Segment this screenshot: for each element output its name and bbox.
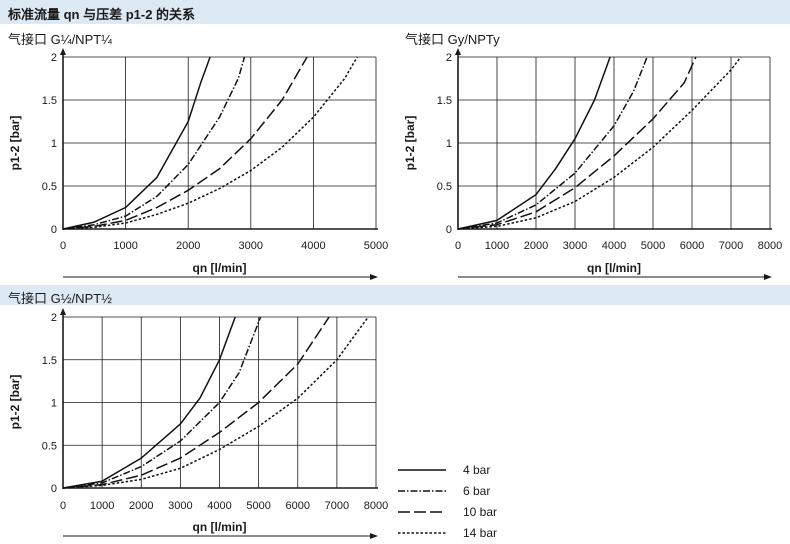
y-tick-label: 0 xyxy=(51,224,57,236)
series-line-10-bar xyxy=(457,56,697,230)
series-line-14-bar xyxy=(62,56,358,230)
series-line-4-bar xyxy=(62,316,236,489)
series-line-14-bar xyxy=(62,316,369,489)
y-axis-arrow xyxy=(60,48,66,55)
y-axis-arrow xyxy=(60,308,66,315)
x-tick-label: 6000 xyxy=(680,240,704,252)
x-tick-label: 1000 xyxy=(485,240,509,252)
chart-3-subtitle: 气接口 G½/NPT½ xyxy=(8,291,113,306)
x-axis-label: qn [l/min] xyxy=(587,261,641,275)
x-tick-label: 5000 xyxy=(246,500,270,512)
chart-2-subtitle: 气接口 Gy/NPTy xyxy=(405,32,500,47)
x-tick-label: 4000 xyxy=(301,240,325,252)
series-line-10-bar xyxy=(62,316,330,489)
y-tick-label: 2 xyxy=(51,52,57,64)
y-tick-label: 0 xyxy=(51,483,57,495)
x-tick-label: 0 xyxy=(455,240,461,252)
y-tick-label: 1 xyxy=(51,138,57,150)
y-tick-label: 1 xyxy=(446,138,452,150)
y-tick-label: 0.5 xyxy=(42,181,57,193)
y-tick-label: 0.5 xyxy=(42,440,57,452)
chart-1: 0 1000 2000 3000 4000 5000 0 0.5 1 1.5 2 qn [l/min]… xyxy=(8,48,388,280)
x-tick-label: 0 xyxy=(60,240,66,252)
y-axis-arrow xyxy=(455,48,461,55)
y-tick-label: 2 xyxy=(446,52,452,64)
x-tick-label: 7000 xyxy=(719,240,743,252)
legend-label: 4 bar xyxy=(463,463,490,477)
x-tick-label: 4000 xyxy=(207,500,231,512)
chart-2: 0 1000 2000 3000 4000 5000 6000 7000 8000 0 0.5 1 1.… xyxy=(403,48,782,280)
x-tick-label: 5000 xyxy=(364,240,388,252)
y-tick-label: 0.5 xyxy=(437,181,452,193)
page-title: 标准流量 qn 与压差 p1-2 的关系 xyxy=(8,7,196,22)
x-tick-label: 1000 xyxy=(113,240,137,252)
x-tick-label: 2000 xyxy=(129,500,153,512)
x-tick-label: 3000 xyxy=(168,500,192,512)
y-axis-label: p1-2 [bar] xyxy=(8,116,22,171)
x-tick-label: 3000 xyxy=(239,240,263,252)
chart-1-subtitle: 气接口 G¼/NPT¼ xyxy=(8,32,113,47)
series-line-10-bar xyxy=(62,56,308,230)
y-axis-label: p1-2 [bar] xyxy=(403,116,417,171)
y-tick-label: 0 xyxy=(446,224,452,236)
legend-label: 10 bar xyxy=(463,505,497,519)
legend-label: 6 bar xyxy=(463,484,490,498)
x-tick-label: 4000 xyxy=(602,240,626,252)
x-tick-label: 2000 xyxy=(524,240,548,252)
x-tick-label: 1000 xyxy=(90,500,114,512)
y-tick-label: 2 xyxy=(51,312,57,324)
x-tick-label: 3000 xyxy=(563,240,587,252)
series-line-4-bar xyxy=(457,56,611,230)
x-axis-label: qn [l/min] xyxy=(193,261,247,275)
x-tick-label: 6000 xyxy=(286,500,310,512)
x-label-arrow-head xyxy=(370,533,378,539)
chart-3: 0 1000 2000 3000 4000 5000 6000 7000 8000 0 0.5 1 1.… xyxy=(8,308,388,539)
legend: 4 bar 6 bar 10 bar 14 bar xyxy=(398,463,497,540)
series-line-6-bar xyxy=(62,316,262,489)
x-tick-label: 0 xyxy=(60,500,66,512)
y-tick-label: 1 xyxy=(51,398,57,410)
y-axis-label: p1-2 [bar] xyxy=(8,375,22,430)
legend-label: 14 bar xyxy=(463,526,497,540)
x-axis-label: qn [l/min] xyxy=(193,520,247,534)
y-tick-label: 1.5 xyxy=(437,95,452,107)
y-tick-label: 1.5 xyxy=(42,95,57,107)
x-label-arrow-head xyxy=(370,274,378,280)
series-line-4-bar xyxy=(62,56,211,230)
series-line-6-bar xyxy=(457,56,648,230)
title-band xyxy=(0,0,790,24)
x-tick-label: 8000 xyxy=(758,240,782,252)
x-tick-label: 7000 xyxy=(325,500,349,512)
series-line-6-bar xyxy=(62,56,246,230)
x-tick-label: 8000 xyxy=(364,500,388,512)
x-tick-label: 2000 xyxy=(176,240,200,252)
x-tick-label: 5000 xyxy=(641,240,665,252)
x-label-arrow-head xyxy=(764,274,772,280)
series-line-14-bar xyxy=(457,56,742,230)
y-tick-label: 1.5 xyxy=(42,355,57,367)
subtitle-band xyxy=(0,285,790,305)
